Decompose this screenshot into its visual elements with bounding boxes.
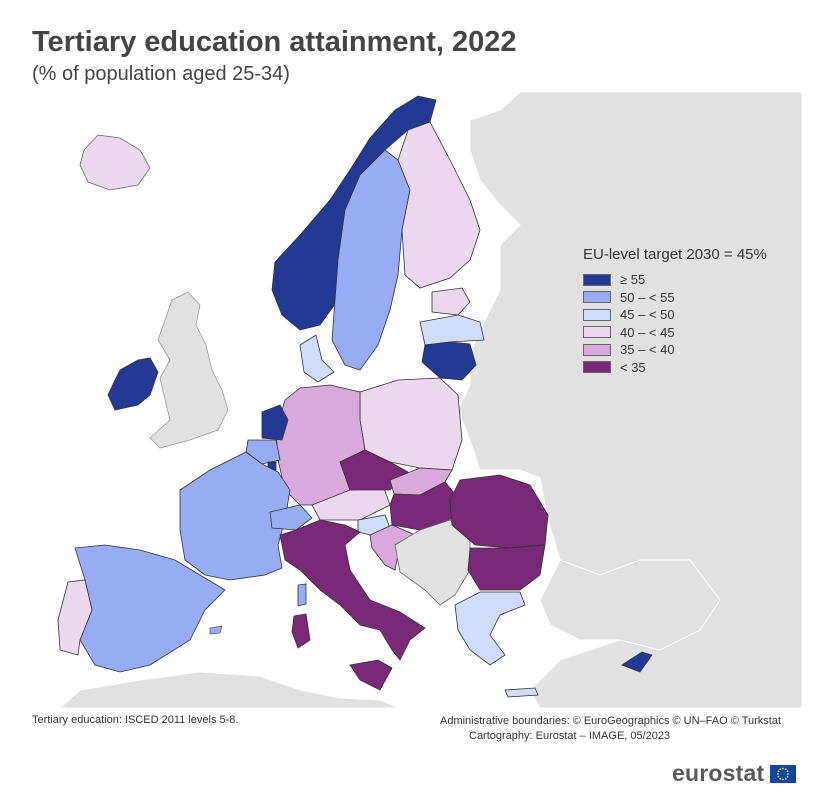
- switzerland: [269, 504, 313, 531]
- estonia: [431, 287, 471, 316]
- balearic-islands: [209, 625, 223, 635]
- greece: [454, 591, 526, 666]
- legend-swatch: [583, 326, 611, 339]
- sweden: [331, 149, 411, 371]
- sicily: [349, 659, 393, 691]
- legend-swatch: [583, 291, 611, 304]
- turkey: [539, 559, 721, 651]
- map-title: Tertiary education attainment, 2022: [32, 26, 517, 58]
- legend-item: ≥ 55: [583, 271, 767, 289]
- latvia: [419, 314, 485, 346]
- bulgaria: [467, 544, 546, 591]
- sardinia: [291, 613, 311, 649]
- logo-text: eurostat: [672, 760, 765, 786]
- legend-swatch: [583, 343, 611, 356]
- credits-cartography: Cartography: Eurostat – IMAGE, 05/2023: [469, 730, 671, 742]
- legend-label: 40 – < 45: [620, 324, 675, 340]
- map-subtitle: (% of population aged 25-34): [32, 63, 290, 85]
- crete: [504, 687, 539, 698]
- credits-boundaries: Administrative boundaries: © EuroGeograp…: [440, 715, 782, 727]
- eu-flag-icon: [770, 764, 797, 783]
- france: [179, 451, 291, 581]
- legend-item: < 35: [583, 359, 767, 377]
- legend-label: < 35: [620, 359, 646, 375]
- denmark: [299, 334, 335, 383]
- legend-title: EU-level target 2030 = 45%: [583, 246, 767, 263]
- footnote: Tertiary education: ISCED 2011 levels 5-…: [32, 714, 239, 726]
- eurostat-logo: eurostat: [672, 760, 797, 787]
- non-eu-land-east: [457, 91, 803, 709]
- legend-label: 50 – < 55: [620, 289, 675, 305]
- non-eu-land-south: [58, 671, 401, 709]
- united-kingdom: [149, 291, 229, 449]
- legend-item: 45 – < 50: [583, 306, 767, 324]
- portugal: [57, 579, 93, 656]
- legend: EU-level target 2030 = 45% ≥ 55 50 – < 5…: [583, 246, 767, 376]
- lithuania: [421, 341, 477, 381]
- legend-label: ≥ 55: [620, 272, 646, 288]
- italy: [279, 519, 426, 661]
- norway: [271, 95, 437, 331]
- legend-swatch: [583, 361, 611, 374]
- iceland: [79, 134, 151, 191]
- legend-swatch: [583, 308, 611, 321]
- corsica: [297, 583, 307, 607]
- legend-label: 45 – < 50: [620, 307, 675, 323]
- netherlands: [261, 404, 289, 441]
- romania: [449, 474, 549, 549]
- legend-swatch: [583, 273, 611, 286]
- cyprus: [621, 651, 653, 673]
- legend-item: 35 – < 40: [583, 341, 767, 359]
- credits: Administrative boundaries: © EuroGeograp…: [440, 714, 781, 744]
- legend-item: 40 – < 45: [583, 324, 767, 342]
- legend-label: 35 – < 40: [620, 342, 675, 358]
- western-balkans: [394, 519, 471, 606]
- finland: [397, 121, 481, 289]
- legend-item: 50 – < 55: [583, 289, 767, 307]
- ireland: [107, 357, 159, 411]
